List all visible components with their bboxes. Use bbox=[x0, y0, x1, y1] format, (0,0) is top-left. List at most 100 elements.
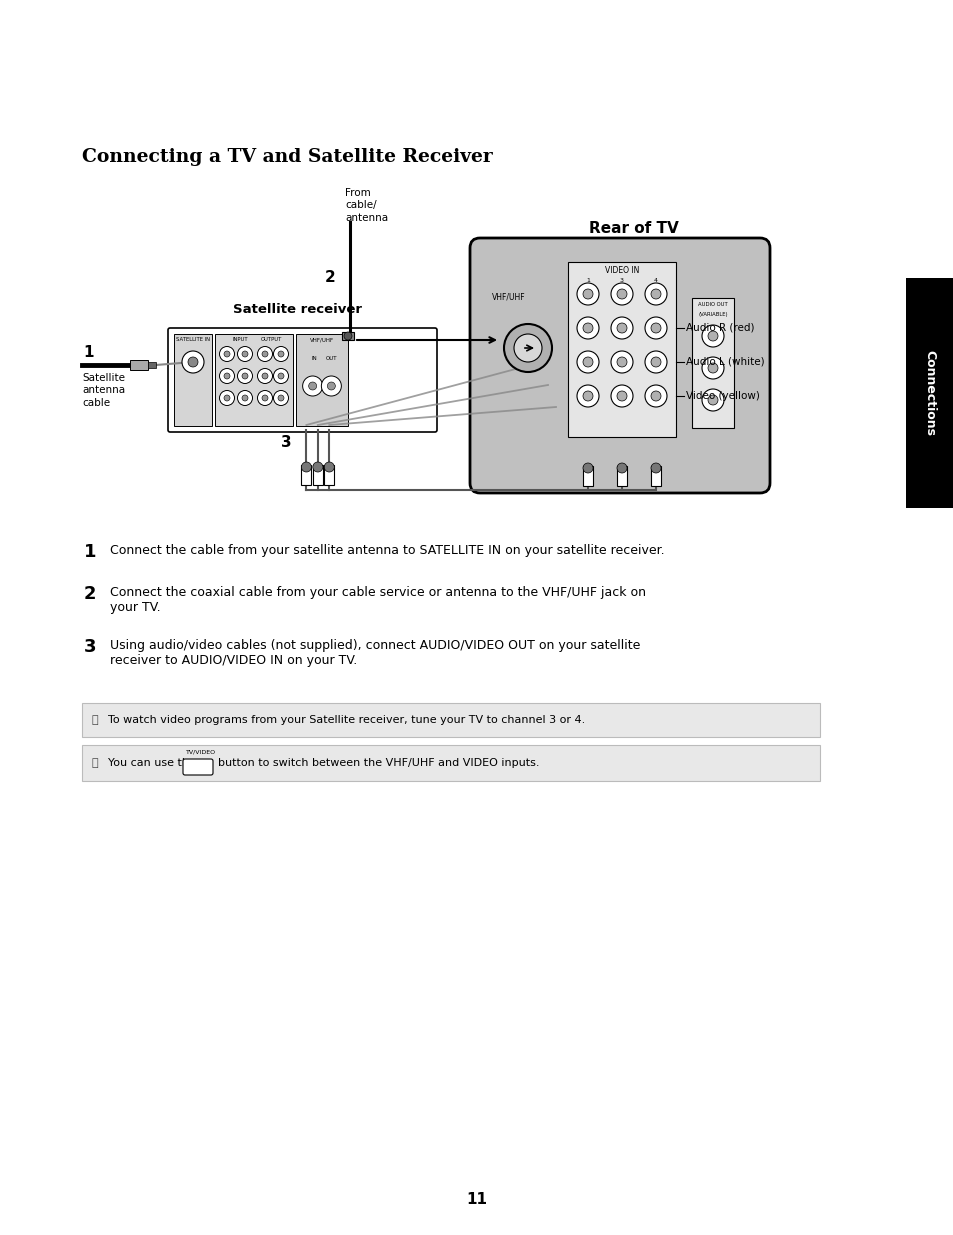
Text: Satellite receiver: Satellite receiver bbox=[233, 303, 361, 316]
Circle shape bbox=[577, 351, 598, 373]
Circle shape bbox=[650, 391, 660, 401]
Circle shape bbox=[242, 373, 248, 379]
Bar bbox=[313, 466, 322, 485]
Circle shape bbox=[277, 373, 284, 379]
Circle shape bbox=[650, 289, 660, 299]
Circle shape bbox=[321, 375, 341, 396]
Bar bbox=[324, 466, 334, 485]
Circle shape bbox=[344, 332, 352, 340]
Bar bbox=[130, 359, 148, 370]
Text: Ⓐ: Ⓐ bbox=[91, 715, 98, 725]
Circle shape bbox=[219, 347, 234, 362]
Circle shape bbox=[301, 462, 311, 472]
Circle shape bbox=[610, 317, 633, 338]
Text: To watch video programs from your Satellite receiver, tune your TV to channel 3 : To watch video programs from your Satell… bbox=[108, 715, 584, 725]
Text: Audio L (white): Audio L (white) bbox=[685, 357, 763, 367]
Circle shape bbox=[582, 289, 593, 299]
Text: 4: 4 bbox=[654, 278, 658, 283]
Circle shape bbox=[219, 390, 234, 405]
Text: 3: 3 bbox=[84, 638, 96, 656]
Circle shape bbox=[324, 462, 334, 472]
Circle shape bbox=[514, 333, 541, 362]
Circle shape bbox=[262, 395, 268, 401]
Circle shape bbox=[610, 351, 633, 373]
Circle shape bbox=[650, 357, 660, 367]
Text: VHF/UHF: VHF/UHF bbox=[492, 293, 525, 303]
Circle shape bbox=[644, 283, 666, 305]
Circle shape bbox=[224, 351, 230, 357]
Circle shape bbox=[257, 368, 273, 384]
Bar bbox=[173, 333, 212, 426]
Bar bbox=[295, 333, 348, 426]
Circle shape bbox=[257, 347, 273, 362]
Text: 2: 2 bbox=[84, 585, 96, 603]
Text: You can use the: You can use the bbox=[108, 758, 195, 768]
Circle shape bbox=[188, 357, 198, 367]
Text: Ⓐ: Ⓐ bbox=[91, 758, 98, 768]
Circle shape bbox=[617, 357, 626, 367]
Circle shape bbox=[313, 462, 322, 472]
Circle shape bbox=[274, 390, 288, 405]
Circle shape bbox=[617, 391, 626, 401]
Circle shape bbox=[274, 347, 288, 362]
Circle shape bbox=[219, 368, 234, 384]
Circle shape bbox=[644, 351, 666, 373]
Circle shape bbox=[577, 283, 598, 305]
Circle shape bbox=[610, 283, 633, 305]
Text: Satellite
antenna
cable: Satellite antenna cable bbox=[82, 373, 125, 408]
Circle shape bbox=[503, 324, 552, 372]
Circle shape bbox=[577, 317, 598, 338]
Circle shape bbox=[242, 395, 248, 401]
FancyBboxPatch shape bbox=[470, 238, 769, 493]
Text: (VARIABLE): (VARIABLE) bbox=[698, 312, 727, 317]
Circle shape bbox=[610, 385, 633, 408]
Circle shape bbox=[309, 382, 316, 390]
Text: 2: 2 bbox=[325, 270, 335, 285]
Circle shape bbox=[582, 463, 593, 473]
Circle shape bbox=[701, 325, 723, 347]
Circle shape bbox=[242, 351, 248, 357]
Text: 3: 3 bbox=[280, 435, 291, 450]
Circle shape bbox=[701, 389, 723, 411]
FancyBboxPatch shape bbox=[82, 745, 820, 781]
Circle shape bbox=[577, 385, 598, 408]
Circle shape bbox=[182, 351, 204, 373]
Text: Audio R (red): Audio R (red) bbox=[685, 324, 754, 333]
Text: 3: 3 bbox=[619, 278, 623, 283]
Circle shape bbox=[707, 331, 718, 341]
Circle shape bbox=[262, 351, 268, 357]
Text: button to switch between the VHF/UHF and VIDEO inputs.: button to switch between the VHF/UHF and… bbox=[218, 758, 539, 768]
Text: 1: 1 bbox=[84, 543, 96, 561]
Text: 1: 1 bbox=[585, 278, 589, 283]
Text: Connections: Connections bbox=[923, 350, 936, 436]
Circle shape bbox=[327, 382, 335, 390]
Circle shape bbox=[650, 463, 660, 473]
Circle shape bbox=[707, 363, 718, 373]
Circle shape bbox=[224, 395, 230, 401]
Circle shape bbox=[617, 324, 626, 333]
Text: INPUT: INPUT bbox=[232, 337, 248, 342]
Text: Rear of TV: Rear of TV bbox=[589, 221, 679, 236]
Text: From
cable/
antenna: From cable/ antenna bbox=[345, 188, 388, 222]
Circle shape bbox=[617, 463, 626, 473]
Text: Using audio/video cables (not supplied), connect AUDIO/VIDEO OUT on your satelli: Using audio/video cables (not supplied),… bbox=[110, 638, 639, 667]
Circle shape bbox=[277, 351, 284, 357]
Circle shape bbox=[274, 368, 288, 384]
Circle shape bbox=[707, 395, 718, 405]
Bar bbox=[582, 466, 593, 487]
Circle shape bbox=[237, 390, 253, 405]
Text: AUDIO OUT: AUDIO OUT bbox=[698, 303, 727, 308]
Bar bbox=[148, 362, 156, 368]
Circle shape bbox=[701, 357, 723, 379]
Text: VHF/UHF: VHF/UHF bbox=[310, 337, 334, 342]
Circle shape bbox=[582, 357, 593, 367]
Text: Connect the coaxial cable from your cable service or antenna to the VHF/UHF jack: Connect the coaxial cable from your cabl… bbox=[110, 585, 645, 614]
Text: Video (yellow): Video (yellow) bbox=[685, 391, 760, 401]
Text: TV/VIDEO: TV/VIDEO bbox=[186, 748, 216, 755]
Text: 1: 1 bbox=[83, 345, 93, 359]
Bar bbox=[691, 298, 733, 429]
Text: VIDEO IN: VIDEO IN bbox=[604, 266, 639, 275]
FancyBboxPatch shape bbox=[168, 329, 436, 432]
Bar bbox=[567, 262, 676, 437]
Circle shape bbox=[582, 391, 593, 401]
